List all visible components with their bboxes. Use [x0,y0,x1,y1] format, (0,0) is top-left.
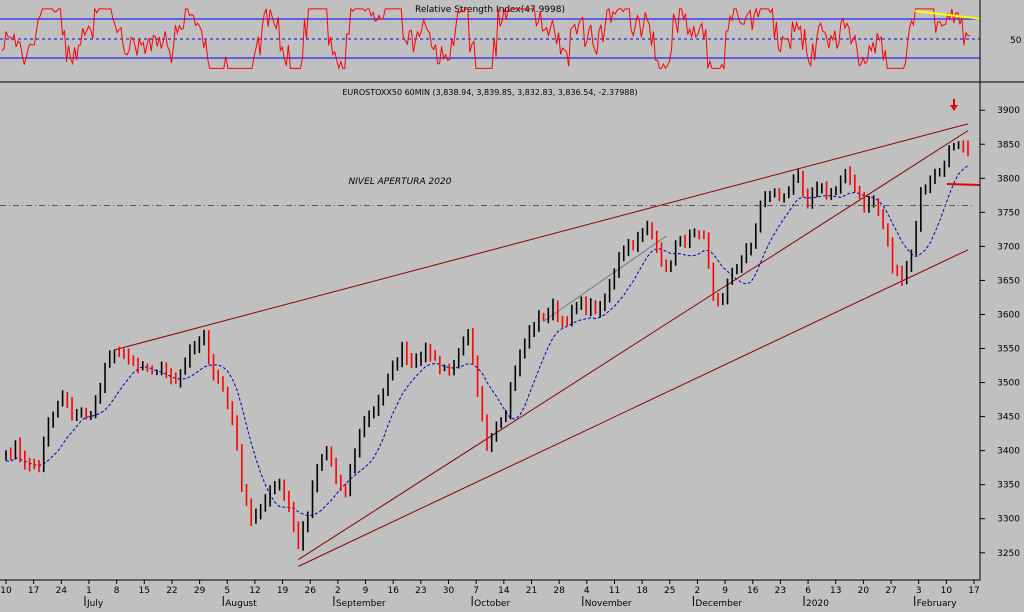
lower-channel-trendline [298,249,969,567]
x-tick-label: 14 [498,586,510,596]
x-tick-label: 23 [415,586,426,596]
y-tick-label: 3650 [997,276,1020,286]
y-tick-label: 3400 [997,447,1020,457]
x-tick-label: 16 [387,586,399,596]
x-tick-label: 1 [86,586,92,596]
rsi-panel: Relative Strength Index(47.9998) 50 [0,0,1022,78]
x-tick-label: 20 [858,586,870,596]
x-tick-label: 21 [526,586,537,596]
x-tick-label: 5 [224,586,230,596]
price-candles [5,140,969,551]
y-tick-label: 3500 [997,379,1020,389]
rsi-axis-label-50: 50 [1010,36,1022,46]
x-tick-label: 13 [830,586,841,596]
y-tick-label: 3250 [997,549,1020,559]
short-trendline [543,235,667,322]
y-tick-label: 3800 [997,174,1020,184]
month-label: August [225,599,257,608]
opening-level-label: NIVEL APERTURA 2020 [349,177,452,187]
y-tick-label: 3750 [997,208,1020,218]
y-tick-label: 3300 [997,515,1020,525]
x-tick-label: 3 [916,586,922,596]
y-tick-label: 3850 [997,140,1020,150]
y-tick-label: 3600 [997,310,1020,320]
x-tick-label: 8 [114,586,120,596]
price-panel: EUROSTOXX50 60MIN (3,838.94, 3,839.85, 3… [0,88,981,567]
rsi-trendline [914,10,981,20]
x-tick-label: 10 [941,586,953,596]
x-tick-label: 28 [553,586,565,596]
x-tick-label: 11 [609,586,620,596]
x-tick-label: 18 [636,586,648,596]
x-tick-label: 29 [194,586,206,596]
month-label: 2020 [806,599,829,608]
x-tick-label: 30 [443,586,455,596]
x-tick-label: 17 [28,586,39,596]
x-tick-label: 16 [747,586,759,596]
x-tick-label: 19 [277,586,289,596]
x-tick-label: 10 [0,586,12,596]
month-label: December [695,599,742,608]
date-x-axis: 10 17 24 1 8 15 22 29 5 12 19 26 2 9 16 23 30 7 14 21 28 4 11 1… [0,580,980,609]
y-tick-label: 3900 [997,106,1020,116]
x-tick-label: 24 [56,586,68,596]
x-tick-label: 27 [885,586,896,596]
x-tick-label: 25 [664,586,675,596]
y-tick-label: 3550 [997,345,1020,355]
rsi-line [1,7,971,71]
y-tick-label: 3350 [997,481,1020,491]
rsi-title: Relative Strength Index(47.9998) [415,5,565,15]
x-tick-label: 17 [968,586,979,596]
price-title: EUROSTOXX50 60MIN (3,838.94, 3,839.85, 3… [342,88,637,97]
rising-support-trendline [298,130,969,560]
x-tick-label: 15 [139,586,150,596]
down-arrow-marker [950,99,958,111]
x-tick-label: 9 [722,586,728,596]
month-label: September [336,599,386,608]
y-tick-label: 3700 [997,242,1020,252]
x-tick-label: 12 [249,586,260,596]
x-tick-label: 7 [473,586,479,596]
y-tick-label: 3450 [997,413,1020,423]
x-tick-label: 26 [305,586,317,596]
x-tick-label: 2 [695,586,701,596]
x-tick-label: 4 [584,586,590,596]
opening-level-marker [946,183,981,186]
month-label: July [86,599,104,608]
x-tick-label: 9 [363,586,369,596]
month-label: February [917,599,958,608]
x-tick-label: 22 [166,586,177,596]
price-y-axis: 3250 3300 3350 3400 3450 3500 3550 3600 3650 3700… [980,106,1020,559]
x-tick-label: 2 [335,586,341,596]
x-tick-label: 6 [805,586,811,596]
upper-trendline [114,123,969,351]
month-label: October [474,599,510,608]
x-tick-label: 23 [775,586,786,596]
month-label: November [585,599,632,608]
